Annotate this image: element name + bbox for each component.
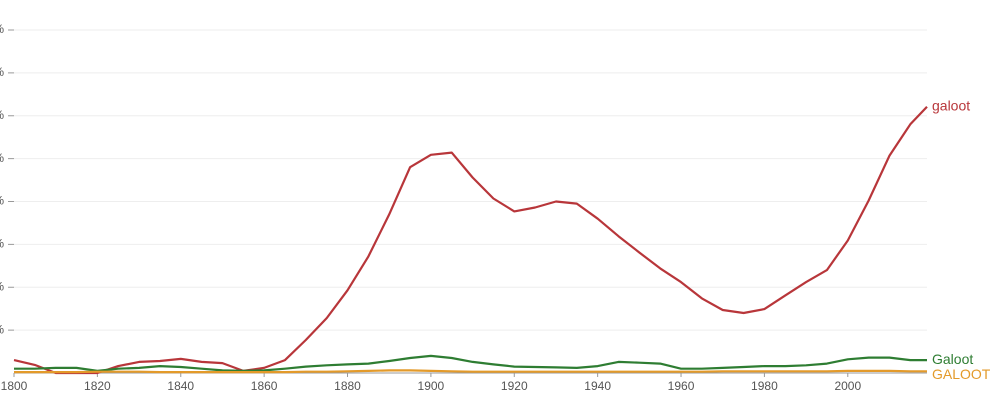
x-tick-label: 2000 — [834, 379, 861, 393]
x-tick-label: 1900 — [418, 379, 445, 393]
x-tick-label: 1840 — [167, 379, 194, 393]
x-tick-label: 1860 — [251, 379, 278, 393]
legend-label: GALOOT — [932, 366, 991, 382]
legend-label: galoot — [932, 97, 970, 113]
y-tick-label: % — [0, 322, 4, 336]
series-line — [13, 106, 928, 375]
series-line — [14, 369, 927, 374]
x-tick-label: 1800 — [1, 379, 28, 393]
legend-label: Galoot — [932, 351, 973, 367]
y-tick-label: % — [0, 151, 4, 165]
x-tick-label: 1820 — [84, 379, 111, 393]
y-tick-label: % — [0, 22, 4, 36]
x-tick-label: 1980 — [751, 379, 778, 393]
x-tick-label: 1920 — [501, 379, 528, 393]
y-tick-label: % — [0, 194, 4, 208]
series-line — [14, 354, 927, 372]
y-tick-label: % — [0, 108, 4, 122]
x-tick-label: 1940 — [584, 379, 611, 393]
x-tick-label: 1880 — [334, 379, 361, 393]
y-tick-label: % — [0, 65, 4, 79]
y-tick-label: % — [0, 279, 4, 293]
x-tick-label: 1960 — [668, 379, 695, 393]
y-tick-label: % — [0, 237, 4, 251]
